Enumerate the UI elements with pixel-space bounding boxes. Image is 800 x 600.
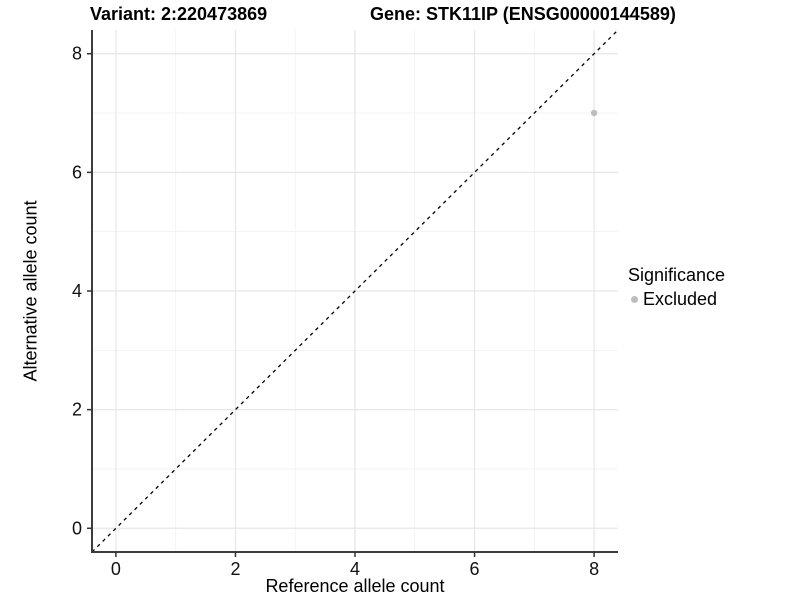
legend-title: Significance [628, 265, 726, 285]
y-tick-label: 0 [72, 518, 82, 538]
y-tick-label: 2 [72, 400, 82, 420]
y-axis-label: Alternative allele count [20, 200, 41, 382]
plot-title-variant: Variant: 2:220473869 [90, 4, 268, 24]
legend-entry-label: Excluded [643, 289, 718, 309]
legend-point-icon [631, 296, 638, 303]
x-tick-label: 6 [470, 559, 480, 579]
y-tick-label: 6 [72, 162, 82, 182]
legend-entry-excluded: Excluded [628, 289, 725, 310]
data-point [590, 109, 598, 117]
x-tick-label: 2 [230, 559, 240, 579]
y-tick-label: 8 [72, 44, 82, 64]
x-axis-label: Reference allele count [265, 576, 445, 596]
legend: Significance Excluded [628, 265, 725, 310]
x-tick-label: 8 [589, 559, 599, 579]
y-tick-label: 4 [72, 281, 82, 301]
identity-line [91, 29, 619, 553]
plot-title-gene: Gene: STK11IP (ENSG00000144589) [370, 4, 676, 24]
x-tick-label: 0 [111, 559, 121, 579]
x-tick-label: 4 [350, 559, 360, 579]
